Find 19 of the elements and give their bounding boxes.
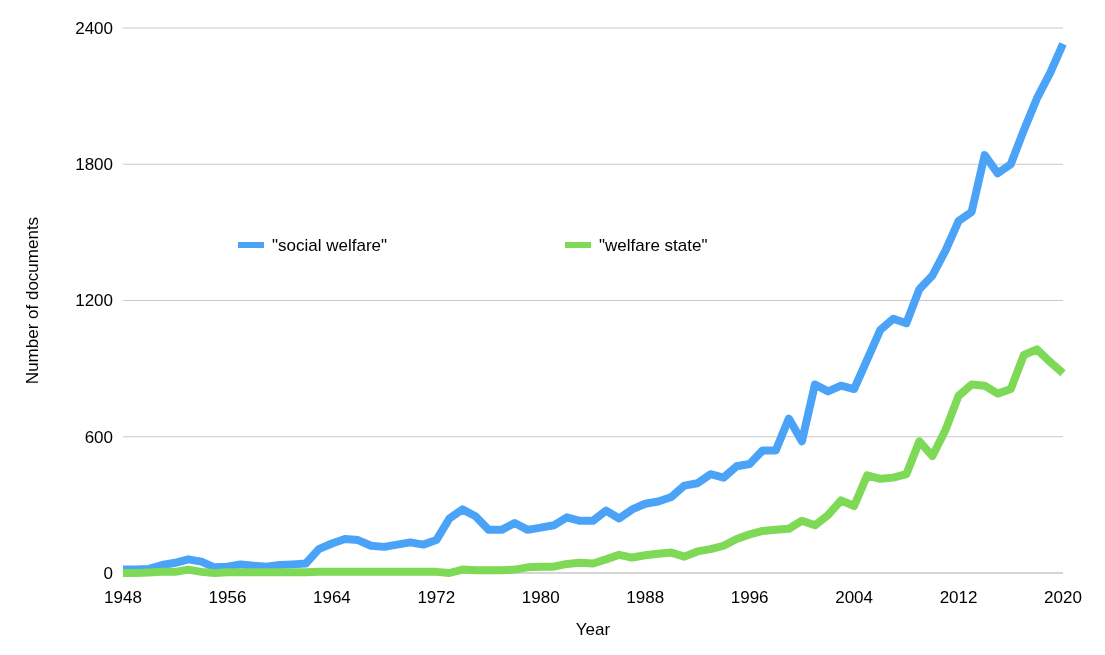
- y-tick-label: 600: [84, 427, 113, 447]
- x-tick-label: 1996: [730, 588, 769, 607]
- y-axis-title: Number of documents: [23, 216, 42, 385]
- x-tick-label: 1948: [104, 588, 142, 607]
- x-tick-label: 2020: [1044, 588, 1082, 607]
- x-tick-label: 1956: [208, 588, 247, 607]
- x-tick-label: 1964: [312, 588, 351, 607]
- y-tick-label: 1800: [75, 155, 113, 175]
- legend-label: "social welfare": [272, 235, 388, 255]
- x-tick-label: 2004: [835, 588, 874, 607]
- x-tick-label: 1988: [626, 588, 665, 607]
- legend-label: "welfare state": [599, 235, 708, 255]
- y-tick-label: 2400: [75, 18, 113, 38]
- y-tick-label: 0: [103, 563, 113, 583]
- y-tick-label: 1200: [75, 291, 113, 311]
- x-tick-label: 1980: [521, 588, 560, 607]
- x-tick-label: 1972: [417, 588, 456, 607]
- x-tick-label: 2012: [939, 588, 978, 607]
- x-axis-title: Year: [575, 620, 611, 639]
